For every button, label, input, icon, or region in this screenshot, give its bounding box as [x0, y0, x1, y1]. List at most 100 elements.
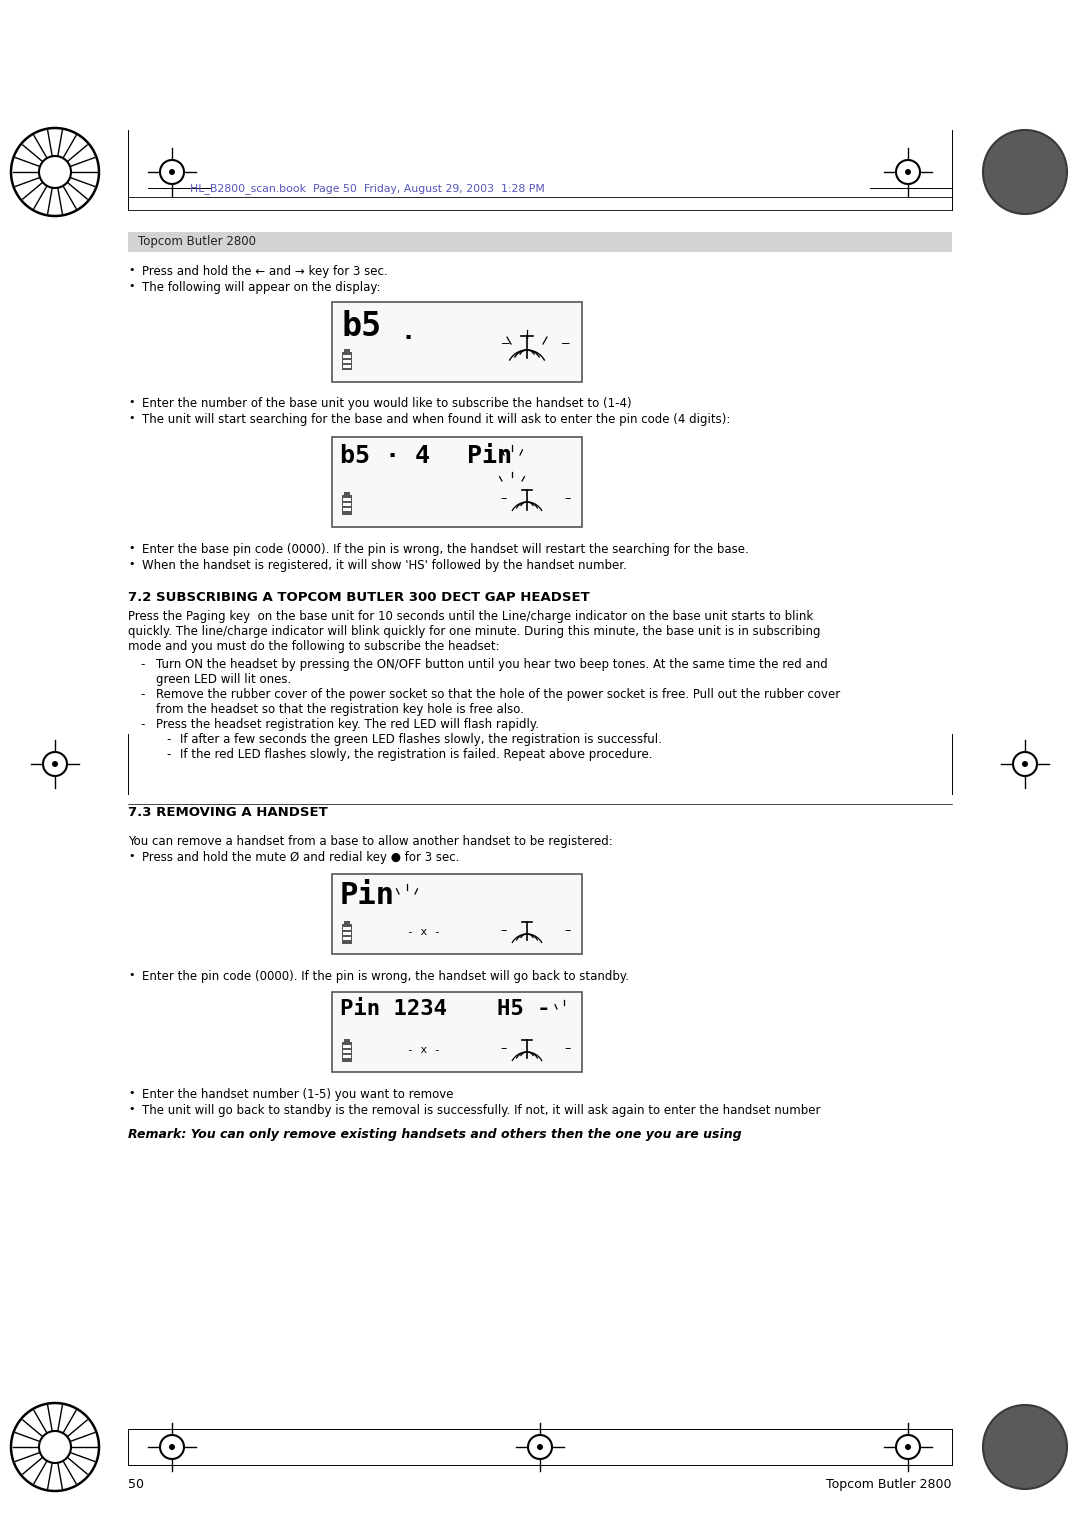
Circle shape — [896, 1435, 920, 1459]
Bar — [129, 232, 951, 252]
Bar — [343, 1045, 351, 1048]
Text: mode and you must do the following to subscribe the headset:: mode and you must do the following to su… — [129, 640, 500, 652]
Bar — [343, 365, 351, 368]
Circle shape — [39, 1432, 71, 1462]
Circle shape — [1022, 761, 1028, 767]
Circle shape — [983, 130, 1067, 214]
Circle shape — [160, 160, 184, 183]
Text: •: • — [129, 542, 135, 553]
Text: Pin 1234: Pin 1234 — [340, 999, 447, 1019]
Bar — [343, 932, 351, 935]
Bar — [345, 1039, 350, 1044]
Bar — [345, 348, 350, 353]
Bar — [343, 354, 351, 358]
Bar — [343, 498, 351, 501]
Text: Pin: Pin — [467, 445, 512, 468]
Circle shape — [905, 1444, 912, 1450]
Text: 7.2 SUBSCRIBING A TOPCOM BUTLER 300 DECT GAP HEADSET: 7.2 SUBSCRIBING A TOPCOM BUTLER 300 DECT… — [129, 591, 590, 604]
Bar — [343, 507, 351, 510]
Text: The unit will start searching for the base and when found it will ask to enter t: The unit will start searching for the ba… — [141, 413, 730, 426]
Text: If after a few seconds the green LED flashes slowly, the registration is success: If after a few seconds the green LED fla… — [180, 733, 662, 746]
Text: Press the headset registration key. The red LED will flash rapidly.: Press the headset registration key. The … — [156, 718, 539, 730]
Text: •: • — [129, 559, 135, 568]
Text: Remove the rubber cover of the power socket so that the hole of the power socket: Remove the rubber cover of the power soc… — [156, 688, 840, 701]
Text: -: - — [140, 659, 145, 671]
Text: Press and hold the ← and → key for 3 sec.: Press and hold the ← and → key for 3 sec… — [141, 264, 388, 278]
Circle shape — [896, 160, 920, 183]
Circle shape — [905, 170, 912, 176]
Text: -: - — [140, 688, 145, 701]
Text: Pin: Pin — [340, 882, 395, 911]
Text: quickly. The line/charge indicator will blink quickly for one minute. During thi: quickly. The line/charge indicator will … — [129, 625, 821, 639]
Text: –: – — [564, 924, 570, 937]
Text: –: – — [564, 492, 570, 504]
Circle shape — [983, 1406, 1067, 1488]
Text: •: • — [129, 281, 135, 290]
Bar — [343, 927, 351, 931]
Circle shape — [43, 752, 67, 776]
Text: -: - — [166, 733, 171, 746]
Text: Turn ON the headset by pressing the ON/OFF button until you hear two beep tones.: Turn ON the headset by pressing the ON/O… — [156, 659, 827, 671]
Bar — [343, 361, 351, 364]
Text: •: • — [129, 397, 135, 406]
Text: •: • — [129, 413, 135, 423]
Circle shape — [11, 128, 99, 215]
Text: –: – — [500, 924, 507, 937]
Text: 50: 50 — [129, 1478, 144, 1491]
Text: -: - — [140, 718, 145, 730]
Circle shape — [528, 1435, 552, 1459]
Text: - x -: - x - — [407, 1045, 441, 1054]
Text: •: • — [129, 264, 135, 275]
Text: •: • — [129, 1105, 135, 1114]
Bar — [342, 1042, 352, 1062]
Text: If the red LED flashes slowly, the registration is failed. Repeat above procedur: If the red LED flashes slowly, the regis… — [180, 749, 652, 761]
Text: Topcom Butler 2800: Topcom Butler 2800 — [138, 235, 256, 248]
Text: ·: · — [400, 325, 415, 350]
Circle shape — [168, 170, 175, 176]
Bar — [345, 921, 350, 924]
Text: HL_B2800_scan.book  Page 50  Friday, August 29, 2003  1:28 PM: HL_B2800_scan.book Page 50 Friday, Augus… — [190, 183, 545, 194]
Text: Enter the base pin code (0000). If the pin is wrong, the handset will restart th: Enter the base pin code (0000). If the p… — [141, 542, 748, 556]
Bar — [343, 1050, 351, 1053]
Text: –: – — [500, 1042, 507, 1054]
Text: b5: b5 — [342, 310, 382, 342]
Bar — [342, 351, 352, 370]
Text: –: – — [502, 338, 510, 350]
Bar — [332, 874, 582, 953]
Text: from the headset so that the registration key hole is free also.: from the headset so that the registratio… — [156, 703, 524, 717]
Text: •: • — [129, 1088, 135, 1099]
Text: Remark: You can only remove existing handsets and others then the one you are us: Remark: You can only remove existing han… — [129, 1128, 742, 1141]
Circle shape — [168, 1444, 175, 1450]
Bar — [345, 492, 350, 497]
Text: b5 · 4: b5 · 4 — [340, 445, 430, 468]
Text: •: • — [129, 970, 135, 979]
Bar — [332, 437, 582, 527]
Text: Enter the number of the base unit you would like to subscribe the handset to (1-: Enter the number of the base unit you wo… — [141, 397, 632, 410]
Bar — [342, 924, 352, 944]
Text: 7.3 REMOVING A HANDSET: 7.3 REMOVING A HANDSET — [129, 805, 327, 819]
Text: Enter the pin code (0000). If the pin is wrong, the handset will go back to stan: Enter the pin code (0000). If the pin is… — [141, 970, 629, 983]
Text: The unit will go back to standby is the removal is successfully. If not, it will: The unit will go back to standby is the … — [141, 1105, 821, 1117]
Text: Enter the handset number (1-5) you want to remove: Enter the handset number (1-5) you want … — [141, 1088, 454, 1102]
Bar — [332, 303, 582, 382]
Bar — [342, 495, 352, 515]
Text: - x -: - x - — [407, 927, 441, 937]
Circle shape — [52, 761, 58, 767]
Text: You can remove a handset from a base to allow another handset to be registered:: You can remove a handset from a base to … — [129, 834, 612, 848]
Bar — [343, 937, 351, 940]
Text: •: • — [129, 851, 135, 860]
Text: -: - — [166, 749, 171, 761]
Text: green LED will lit ones.: green LED will lit ones. — [156, 672, 292, 686]
Bar — [343, 503, 351, 506]
Text: Topcom Butler 2800: Topcom Butler 2800 — [826, 1478, 951, 1491]
Text: –: – — [500, 492, 507, 504]
Text: The following will appear on the display:: The following will appear on the display… — [141, 281, 380, 293]
Bar — [332, 992, 582, 1073]
Circle shape — [11, 1403, 99, 1491]
Circle shape — [39, 156, 71, 188]
Text: Press and hold the mute Ø and redial key ● for 3 sec.: Press and hold the mute Ø and redial key… — [141, 851, 459, 863]
Text: H5 -: H5 - — [497, 999, 551, 1019]
Text: When the handset is registered, it will show 'HS' followed by the handset number: When the handset is registered, it will … — [141, 559, 626, 571]
Text: –: – — [564, 1042, 570, 1054]
Text: –: – — [562, 338, 569, 350]
